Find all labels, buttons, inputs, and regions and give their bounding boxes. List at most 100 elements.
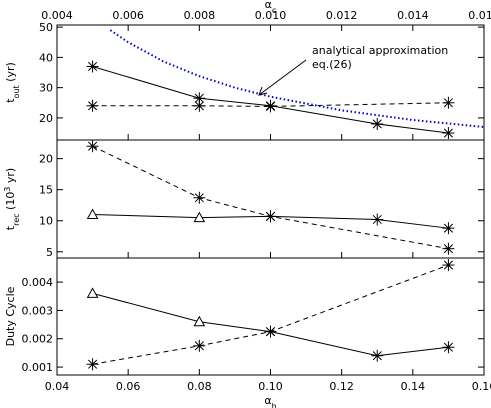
star-stroke [88,141,98,151]
y-tick-label: 15 [39,184,53,197]
axis-label-part: rec [12,213,21,225]
x2-tick-label: 0.006 [112,9,144,22]
star-stroke [194,101,204,111]
marker-star [86,140,99,153]
triangle-shape [86,208,99,220]
y-tick-label: 0.003 [22,304,54,317]
x-tick-label: 0.16 [472,380,491,393]
marker-star [264,210,277,223]
axis-label-part: t [4,98,17,103]
x-tick-label: 0.10 [258,380,283,393]
star-stroke [372,119,382,129]
x-tick-label: 0.12 [329,380,354,393]
x-tick-label: 0.14 [401,380,426,393]
axis-label-part: α [265,0,272,11]
axis-label-part: Duty Cycle [4,286,17,346]
star-stroke [372,351,382,361]
star-stroke [443,244,453,254]
x-tick-label: 0.08 [187,380,212,393]
marker-star [86,358,99,371]
axis-label: trec (103 yr) [3,168,21,230]
star-stroke [443,342,453,352]
triangle-shape [86,287,99,298]
y-tick-label: 20 [39,153,53,166]
axis-label-part: 3 [3,187,12,192]
axis-label-part: t [4,225,17,230]
star-stroke [265,327,276,337]
star-stroke [443,98,453,108]
star-stroke [443,260,453,270]
axis-label-part: out [12,85,21,98]
series-line [92,292,449,357]
marker-star [371,213,384,226]
marker-star [442,259,455,272]
annotation: eq.(26) [312,58,352,71]
star-stroke [194,93,204,103]
axis-label-part: c [272,6,276,15]
triangle-shape [193,211,206,223]
x2-tick-label: 0.012 [326,9,358,22]
marker-star [86,60,99,73]
axis-label: tout (yr) [4,62,21,103]
axis-label-part: (yr) [4,62,17,85]
x2-tick-label: 0.010 [255,9,287,22]
y-tick-label: 0.004 [22,276,54,289]
panel-frame [56,24,485,141]
marker-star [86,99,99,112]
marker-star [193,99,206,112]
y-tick-label: 5 [46,246,53,259]
annotation: analytical approximation [312,44,448,57]
marker-triangle [193,315,206,327]
marker-star [442,127,455,140]
marker-triangle [86,287,99,298]
series-line [92,65,449,134]
annotation-arrowhead [258,86,268,96]
triangle-shape [193,315,206,327]
star-stroke [265,211,276,221]
x2-tick-label: 0.016 [468,9,491,22]
y-tick-label: 10 [39,215,53,228]
panel-frame [56,257,485,376]
annotation-arrow [258,59,307,96]
marker-star [193,191,206,204]
x-tick-label: 0.06 [116,380,141,393]
star-stroke [265,101,276,111]
series-line [92,264,449,365]
y-tick-label: 0.001 [22,361,54,374]
marker-star [442,341,455,354]
panel-frame [56,139,485,259]
axis-label-part: h [272,402,277,408]
x2-tick-label: 0.008 [184,9,216,22]
star-stroke [88,101,98,111]
x2-tick-label: 0.004 [41,9,73,22]
x-tick-label: 0.04 [45,380,70,393]
marker-star [371,117,384,130]
axis-label: Duty Cycle [4,286,17,346]
star-stroke [443,128,453,138]
star-stroke [88,359,98,369]
axis-label: αc [265,0,277,15]
y-tick-label: 20 [39,112,53,125]
axis-label-part: α [264,394,271,407]
marker-star [193,339,206,352]
axis-label-part: (10 [4,192,17,214]
star-stroke [443,223,453,233]
marker-star [264,100,277,113]
series-line [92,145,449,250]
y-tick-label: 30 [39,82,53,95]
marker-star [442,222,455,235]
y-tick-label: 0.002 [22,333,54,346]
x2-tick-label: 0.014 [397,9,429,22]
marker-star [371,349,384,362]
marker-star [442,242,455,255]
star-stroke [88,61,98,72]
axis-label: αh [264,394,276,408]
marker-star [264,325,277,338]
y-tick-label: 50 [39,21,53,34]
marker-triangle [86,208,99,220]
marker-triangle [193,211,206,223]
star-stroke [194,341,204,351]
axis-label-part: yr) [4,168,17,187]
star-stroke [372,214,382,225]
